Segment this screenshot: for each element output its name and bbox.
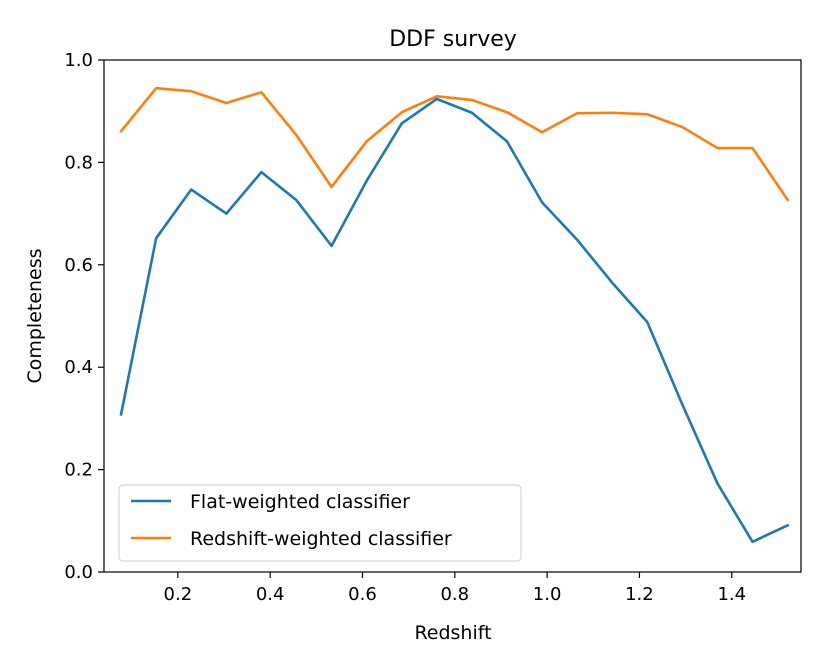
x-tick-label: 1.4 bbox=[717, 584, 746, 605]
legend-label-flat: Flat-weighted classifier bbox=[190, 491, 410, 513]
y-tick-label: 0.4 bbox=[64, 357, 93, 378]
x-tick-label: 1.2 bbox=[625, 584, 654, 605]
legend: Flat-weighted classifier Redshift-weight… bbox=[118, 484, 522, 562]
series-line-flat-weighted bbox=[119, 97, 790, 544]
y-axis-label: Completeness bbox=[24, 248, 46, 383]
y-tick-label: 1.0 bbox=[64, 50, 93, 71]
chart-title: DDF survey bbox=[389, 27, 517, 52]
plot-area: 0.2 0.4 0.6 0.8 1.0 1.2 1.4 0.0 0.2 0.4 0.6 0.8 1.0 bbox=[64, 50, 802, 605]
axes-frame bbox=[103, 59, 802, 573]
y-tick-label: 0.8 bbox=[64, 152, 93, 173]
legend-box bbox=[118, 484, 522, 562]
x-tick-label: 0.2 bbox=[164, 584, 193, 605]
x-tick-label: 0.4 bbox=[256, 584, 285, 605]
series-line-redshift-weighted bbox=[119, 86, 790, 202]
y-tick-label: 0.0 bbox=[64, 562, 93, 583]
x-tick-label: 0.8 bbox=[440, 584, 469, 605]
legend-label-redshift: Redshift-weighted classifier bbox=[190, 528, 452, 550]
x-axis-label: Redshift bbox=[414, 622, 491, 644]
y-tick-label: 0.6 bbox=[64, 255, 93, 276]
y-tick-label: 0.2 bbox=[64, 460, 93, 481]
x-tick-label: 0.6 bbox=[348, 584, 377, 605]
x-tick-label: 1.0 bbox=[533, 584, 562, 605]
